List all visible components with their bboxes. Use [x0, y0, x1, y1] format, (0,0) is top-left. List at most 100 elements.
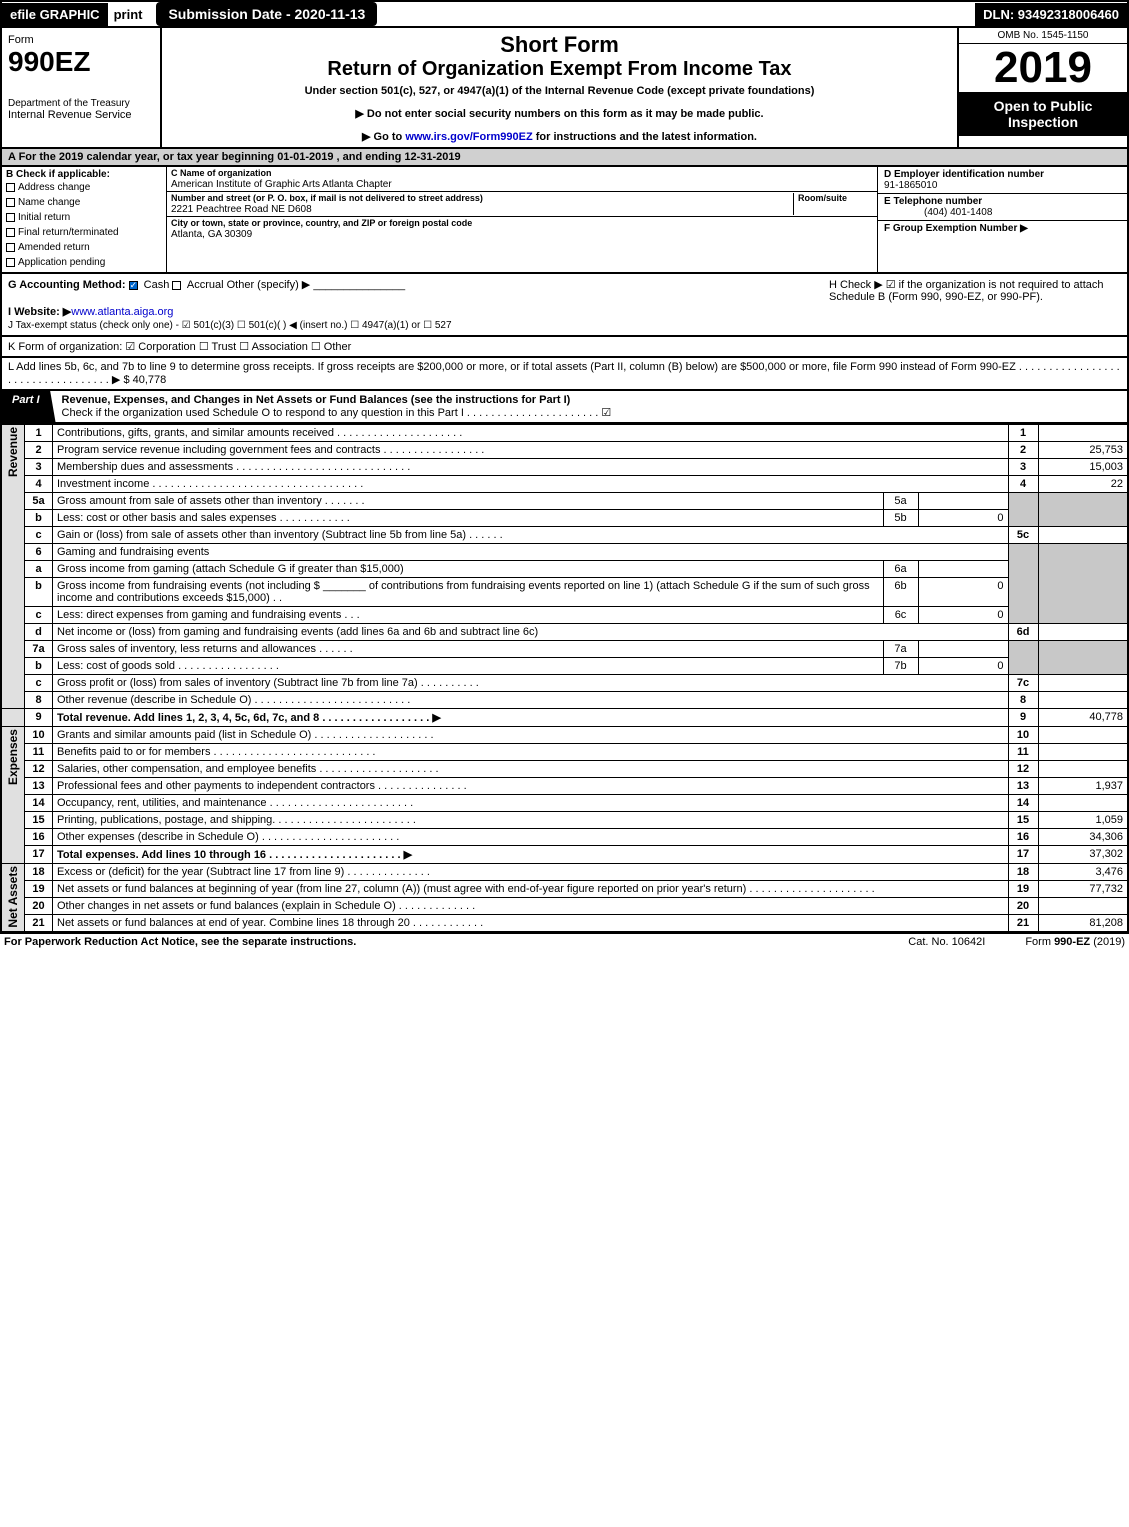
part1-label: Part I — [2, 391, 56, 422]
line-9-amt: 40,778 — [1038, 709, 1128, 727]
line-2-text: Program service revenue including govern… — [53, 442, 1009, 459]
tax-year: 2019 — [959, 44, 1127, 92]
line-6d-num: d — [25, 624, 53, 641]
application-pending-checkbox[interactable] — [6, 258, 15, 267]
line-18-num: 18 — [25, 864, 53, 881]
city-state-zip: Atlanta, GA 30309 — [171, 229, 252, 240]
street-address: 2221 Peachtree Road NE D608 — [171, 204, 312, 215]
b-label: B Check if applicable: — [6, 169, 162, 180]
line-7b-num: b — [25, 658, 53, 675]
line-4-amt: 22 — [1038, 476, 1128, 493]
line-11-amt — [1038, 744, 1128, 761]
line-6a-num: a — [25, 561, 53, 578]
line-5c-rnum: 5c — [1008, 527, 1038, 544]
line-6c-num: c — [25, 607, 53, 624]
line-4-num: 4 — [25, 476, 53, 493]
part1-header: Part I Revenue, Expenses, and Changes in… — [0, 391, 1129, 424]
room-label: Room/suite — [798, 193, 847, 203]
part1-table: Revenue 1Contributions, gifts, grants, a… — [0, 424, 1129, 933]
line-3-text: Membership dues and assessments . . . . … — [53, 459, 1009, 476]
initial-return-checkbox[interactable] — [6, 213, 15, 222]
initial-return-label: Initial return — [18, 212, 70, 223]
amended-return-checkbox[interactable] — [6, 243, 15, 252]
irs-label: Internal Revenue Service — [8, 109, 154, 121]
open-public: Open to PublicInspection — [959, 92, 1127, 136]
line-j: J Tax-exempt status (check only one) - ☑… — [8, 320, 821, 331]
accrual-checkbox[interactable] — [172, 281, 181, 290]
street-label: Number and street (or P. O. box, if mail… — [171, 193, 483, 203]
address-change-checkbox[interactable] — [6, 183, 15, 192]
f-label: F Group Exemption Number ▶ — [884, 223, 1028, 234]
under-section: Under section 501(c), 527, or 4947(a)(1)… — [170, 85, 949, 97]
line-4-text: Investment income . . . . . . . . . . . … — [53, 476, 1009, 493]
line-6c-samt: 0 — [918, 607, 1008, 624]
name-change-checkbox[interactable] — [6, 198, 15, 207]
line-6d-text: Net income or (loss) from gaming and fun… — [53, 624, 1009, 641]
line-6a-text: Gross income from gaming (attach Schedul… — [53, 561, 884, 578]
line-10-num: 10 — [25, 727, 53, 744]
line-19-rnum: 19 — [1008, 881, 1038, 898]
line-18-amt: 3,476 — [1038, 864, 1128, 881]
print-button[interactable]: print — [108, 3, 149, 26]
page-footer: For Paperwork Reduction Act Notice, see … — [0, 933, 1129, 950]
line-1-rnum: 1 — [1008, 425, 1038, 442]
website-link[interactable]: www.atlanta.aiga.org — [71, 306, 173, 318]
line-5a-num: 5a — [25, 493, 53, 510]
footer-form-id: Form 990-EZ (2019) — [1025, 936, 1125, 948]
form-label: Form — [8, 34, 154, 46]
line-10-text: Grants and similar amounts paid (list in… — [53, 727, 1009, 744]
application-pending-label: Application pending — [18, 257, 105, 268]
line-a-tax-year: A For the 2019 calendar year, or tax yea… — [0, 149, 1129, 167]
line-6a-sub: 6a — [883, 561, 918, 578]
line-7c-num: c — [25, 675, 53, 692]
line-18-text: Excess or (deficit) for the year (Subtra… — [53, 864, 1009, 881]
line-13-amt: 1,937 — [1038, 778, 1128, 795]
amended-return-label: Amended return — [18, 242, 90, 253]
line-13-rnum: 13 — [1008, 778, 1038, 795]
part1-sched-o: Check if the organization used Schedule … — [62, 407, 612, 419]
line-i: I Website: ▶www.atlanta.aiga.org — [8, 305, 821, 318]
line-6d-amt — [1038, 624, 1128, 641]
return-title: Return of Organization Exempt From Incom… — [170, 58, 949, 81]
address-change-label: Address change — [18, 182, 90, 193]
line-13-num: 13 — [25, 778, 53, 795]
section-b: B Check if applicable: Address change Na… — [0, 167, 1129, 274]
line-7a-num: 7a — [25, 641, 53, 658]
line-l: L Add lines 5b, 6c, and 7b to line 9 to … — [0, 358, 1129, 391]
line-5a-text: Gross amount from sale of assets other t… — [53, 493, 884, 510]
cash-checkbox[interactable] — [129, 281, 138, 290]
line-8-num: 8 — [25, 692, 53, 709]
final-return-checkbox[interactable] — [6, 228, 15, 237]
footer-paperwork: For Paperwork Reduction Act Notice, see … — [4, 936, 356, 948]
line-5b-num: b — [25, 510, 53, 527]
efile-graphic-button[interactable]: efile GRAPHIC — [2, 3, 108, 26]
line-20-text: Other changes in net assets or fund bala… — [53, 898, 1009, 915]
line-19-num: 19 — [25, 881, 53, 898]
form-number: 990EZ — [8, 46, 154, 78]
line-20-amt — [1038, 898, 1128, 915]
irs-link[interactable]: www.irs.gov/Form990EZ — [405, 131, 532, 143]
line-5a-samt — [918, 493, 1008, 510]
line-5b-text: Less: cost or other basis and sales expe… — [53, 510, 884, 527]
gray-6 — [1008, 544, 1038, 624]
line-6a-samt — [918, 561, 1008, 578]
line-6c-text: Less: direct expenses from gaming and fu… — [53, 607, 884, 624]
line-6-text: Gaming and fundraising events — [53, 544, 1009, 561]
dln-number: DLN: 93492318006460 — [975, 3, 1127, 26]
line-13-text: Professional fees and other payments to … — [53, 778, 1009, 795]
line-7c-rnum: 7c — [1008, 675, 1038, 692]
line-16-amt: 34,306 — [1038, 829, 1128, 846]
line-2-num: 2 — [25, 442, 53, 459]
line-14-amt — [1038, 795, 1128, 812]
line-4-rnum: 4 — [1008, 476, 1038, 493]
line-5b-sub: 5b — [883, 510, 918, 527]
goto-instructions: ▶ Go to www.irs.gov/Form990EZ for instru… — [170, 130, 949, 143]
line-11-rnum: 11 — [1008, 744, 1038, 761]
line-6c-sub: 6c — [883, 607, 918, 624]
revenue-section-label: Revenue — [6, 427, 20, 477]
line-15-text: Printing, publications, postage, and shi… — [53, 812, 1009, 829]
line-5c-amt — [1038, 527, 1128, 544]
omb-number: OMB No. 1545-1150 — [959, 28, 1127, 44]
line-17-num: 17 — [25, 846, 53, 864]
line-k: K Form of organization: ☑ Corporation ☐ … — [0, 337, 1129, 358]
